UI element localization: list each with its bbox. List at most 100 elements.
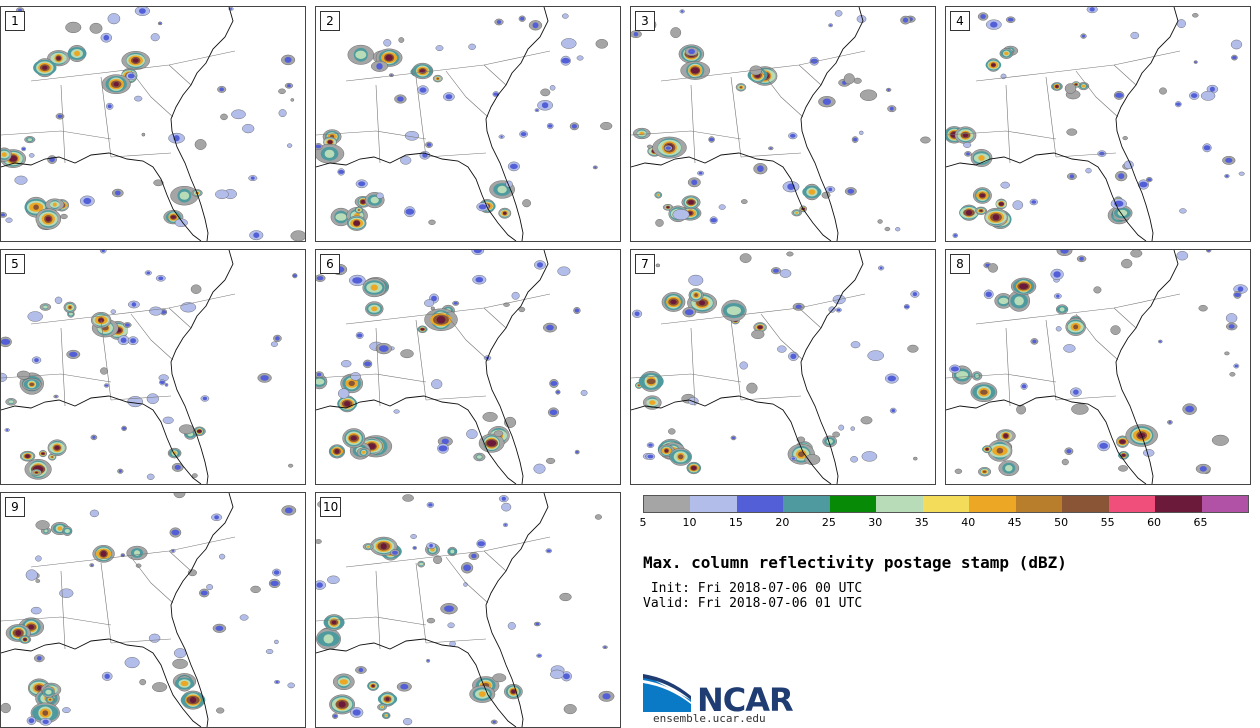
reflectivity-echo bbox=[113, 82, 119, 87]
reflectivity-echo bbox=[741, 199, 748, 205]
state-border bbox=[100, 562, 112, 644]
reflectivity-echo bbox=[757, 165, 764, 172]
reflectivity-echo bbox=[424, 299, 435, 307]
reflectivity-echo bbox=[670, 299, 677, 305]
colorbar-ticks: 5 10 15 20 25 30 35 40 45 50 55 60 65 bbox=[640, 516, 1247, 530]
reflectivity-echo bbox=[436, 77, 440, 80]
colorbar-tick-label: 55 bbox=[1100, 516, 1115, 529]
state-border bbox=[1005, 84, 1011, 164]
reflectivity-echo bbox=[1007, 17, 1014, 22]
reflectivity-echo bbox=[56, 56, 61, 60]
colorbar-segment bbox=[876, 496, 923, 512]
reflectivity-echo bbox=[158, 276, 164, 281]
reflectivity-echo bbox=[134, 95, 143, 102]
colorbar-tick-label: 10 bbox=[682, 516, 697, 529]
colorbar-segment bbox=[1062, 496, 1109, 512]
reflectivity-echo bbox=[139, 8, 146, 14]
reflectivity-echo bbox=[1122, 454, 1125, 457]
reflectivity-echo bbox=[429, 543, 433, 548]
reflectivity-echo bbox=[316, 372, 322, 377]
reflectivity-echo bbox=[482, 411, 498, 422]
reflectivity-echo bbox=[1176, 19, 1186, 29]
reflectivity-echo bbox=[5, 217, 13, 223]
reflectivity-echo bbox=[549, 409, 558, 416]
reflectivity-echo bbox=[370, 284, 378, 291]
map-panel-5: 5 bbox=[0, 249, 306, 485]
reflectivity-echo bbox=[340, 702, 345, 707]
reflectivity-echo bbox=[278, 109, 287, 118]
reflectivity-echo bbox=[101, 250, 105, 253]
state-border bbox=[690, 327, 696, 407]
reflectivity-echo bbox=[804, 454, 821, 466]
reflectivity-echo bbox=[121, 554, 125, 557]
reflectivity-echo bbox=[1, 702, 11, 714]
reflectivity-echo bbox=[431, 379, 443, 390]
reflectivity-echo bbox=[998, 297, 1009, 305]
panel-label: 7 bbox=[635, 254, 655, 274]
reflectivity-echo bbox=[655, 263, 661, 268]
reflectivity-echo bbox=[1159, 87, 1167, 95]
reflectivity-echo bbox=[54, 296, 63, 304]
colorbar-tick-label: 65 bbox=[1193, 516, 1208, 529]
coastline bbox=[800, 7, 864, 241]
reflectivity-echo bbox=[511, 689, 516, 694]
reflectivity-echo bbox=[26, 455, 29, 458]
reflectivity-echo bbox=[1175, 102, 1181, 106]
colorbar-tick-label: 50 bbox=[1054, 516, 1069, 529]
state-border bbox=[1055, 152, 1117, 158]
state-border bbox=[415, 319, 427, 401]
reflectivity-echo bbox=[1073, 324, 1079, 330]
reflectivity-echo bbox=[400, 155, 412, 165]
reflectivity-echo bbox=[260, 375, 269, 381]
reflectivity-echo bbox=[15, 631, 21, 635]
reflectivity-echo bbox=[493, 92, 499, 96]
reflectivity-echo bbox=[316, 539, 322, 544]
reflectivity-echo bbox=[1032, 339, 1037, 344]
map-panel-7: 7 bbox=[630, 249, 936, 485]
reflectivity-echo bbox=[829, 24, 832, 27]
panel-label: 9 bbox=[5, 497, 25, 517]
reflectivity-echo bbox=[376, 192, 384, 199]
reflectivity-echo bbox=[16, 370, 31, 380]
reflectivity-echo bbox=[174, 464, 181, 470]
reflectivity-echo bbox=[206, 584, 214, 591]
reflectivity-echo bbox=[520, 132, 527, 137]
state-border bbox=[798, 307, 822, 329]
panel-label: 5 bbox=[5, 254, 25, 274]
reflectivity-echo bbox=[1014, 296, 1024, 306]
reflectivity-echo bbox=[549, 669, 564, 679]
reflectivity-echo bbox=[978, 155, 985, 161]
reflectivity-echo bbox=[173, 493, 186, 499]
reflectivity-echo bbox=[739, 361, 748, 370]
reflectivity-echo bbox=[1224, 351, 1230, 356]
reflectivity-echo bbox=[1005, 465, 1013, 472]
reflectivity-echo bbox=[323, 634, 334, 644]
reflectivity-echo bbox=[426, 143, 432, 147]
reflectivity-echo bbox=[1225, 157, 1233, 163]
reflectivity-echo bbox=[1004, 51, 1009, 56]
reflectivity-echo bbox=[316, 582, 323, 588]
reflectivity-echo bbox=[28, 624, 35, 630]
reflectivity-echo bbox=[51, 456, 54, 458]
reflectivity-echo bbox=[284, 507, 293, 514]
colorbar-segment bbox=[690, 496, 737, 512]
map-canvas bbox=[316, 493, 615, 727]
state-border bbox=[415, 76, 427, 158]
map-canvas bbox=[1, 250, 298, 484]
reflectivity-echo bbox=[30, 606, 42, 615]
reflectivity-echo bbox=[891, 409, 895, 413]
reflectivity-echo bbox=[180, 680, 189, 687]
panel-label: 1 bbox=[5, 11, 25, 31]
reflectivity-echo bbox=[55, 395, 57, 398]
reflectivity-echo bbox=[1237, 286, 1244, 292]
reflectivity-echo bbox=[165, 384, 168, 386]
reflectivity-echo bbox=[496, 20, 502, 24]
state-border bbox=[1005, 327, 1011, 407]
state-border bbox=[1113, 307, 1137, 329]
reflectivity-echo bbox=[549, 85, 556, 91]
reflectivity-echo bbox=[141, 132, 146, 137]
state-border bbox=[415, 562, 427, 644]
reflectivity-echo bbox=[450, 549, 455, 554]
reflectivity-echo bbox=[548, 124, 553, 128]
panel-label: 3 bbox=[635, 11, 655, 31]
